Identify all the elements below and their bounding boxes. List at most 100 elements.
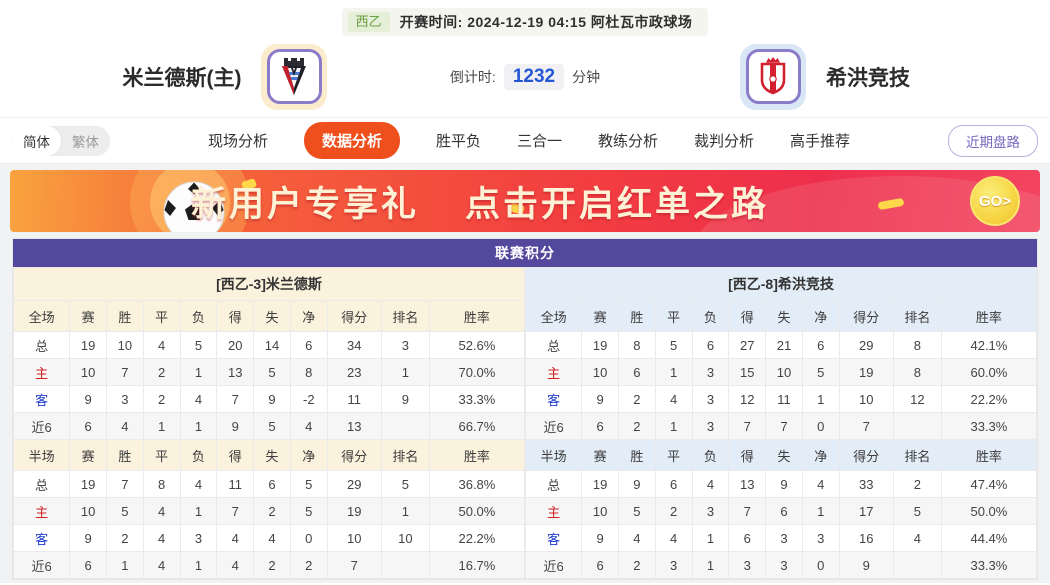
stat-cell: 4	[617, 524, 656, 552]
stat-cell: 10	[69, 497, 107, 525]
home-team-name: 米兰德斯(主)	[122, 66, 242, 90]
team-section-header: [西乙-3]米兰德斯	[13, 267, 525, 301]
stat-cell: 66.7%	[428, 412, 526, 440]
stat-cell: 1	[380, 358, 430, 386]
column-header: 净	[801, 439, 840, 471]
lang-simplified-button[interactable]: 简体	[12, 125, 61, 156]
stat-cell: 29	[838, 331, 894, 359]
stat-cell: 5	[179, 331, 218, 359]
table-row: 近6 6 1 4 1 4 2 2 7 16.7%	[12, 551, 526, 579]
stat-cell: 42.1%	[940, 331, 1038, 359]
column-header: 负	[691, 439, 730, 471]
stat-cell	[380, 412, 430, 440]
stat-cell: 4	[142, 331, 181, 359]
kickoff-bar-row: 西乙 开赛时间: 2024-12-19 04:15 阿杜瓦市政球场	[0, 0, 1050, 36]
stat-cell: 1	[691, 524, 730, 552]
column-header: 得	[728, 439, 767, 471]
table-row: 近6 6 2 3 1 3 3 0 9 33.3%	[524, 551, 1038, 579]
column-header: 胜率	[428, 439, 526, 471]
stat-cell: 6	[289, 331, 328, 359]
column-header: 得分	[838, 439, 894, 471]
stat-cell: 4	[253, 524, 291, 552]
stat-cell: 4	[179, 385, 218, 413]
stat-cell: 3	[179, 524, 218, 552]
stat-cell: 11	[216, 470, 255, 498]
stat-cell: 20	[216, 331, 255, 359]
content-area: 新用户专享礼 点击开启红单之路 GO> 联赛积分 [西乙-3]米兰德斯 全场赛胜平…	[0, 164, 1050, 583]
column-header: 得	[216, 439, 255, 471]
stat-cell: 3	[654, 551, 693, 579]
tab-5[interactable]: 教练分析	[598, 133, 659, 150]
home-crest-icon	[266, 49, 322, 104]
stat-cell: 9	[216, 412, 255, 440]
column-header: 排名	[380, 300, 430, 332]
stat-cell: 6	[801, 331, 840, 359]
stat-cell: 1	[654, 412, 693, 440]
column-header: 得分	[326, 300, 382, 332]
stat-cell	[892, 551, 942, 579]
stat-cell: 3	[380, 331, 430, 359]
stat-cell: 10	[69, 358, 107, 386]
column-header: 负	[691, 300, 730, 332]
column-header-row: 全场赛胜平负得失净得分 排名 胜率	[524, 300, 1038, 332]
stat-cell: 9	[581, 524, 619, 552]
lang-traditional-button[interactable]: 繁体	[72, 134, 99, 150]
stat-cell: 22.2%	[940, 385, 1038, 413]
stat-cell: 6	[581, 412, 619, 440]
stat-cell: 2	[142, 385, 181, 413]
column-header: 半场	[12, 439, 71, 471]
stat-cell: 7	[728, 412, 767, 440]
recent-odds-button[interactable]: 近期盘路	[948, 124, 1038, 157]
stat-cell: 6	[691, 331, 730, 359]
tab-1[interactable]: 现场分析	[207, 133, 268, 150]
stat-cell: 7	[728, 497, 767, 525]
stat-cell: 6	[69, 551, 107, 579]
tab-7[interactable]: 高手推荐	[790, 133, 851, 150]
row-label: 近6	[12, 551, 71, 579]
row-label: 客	[12, 524, 71, 552]
stat-cell: 2	[892, 470, 942, 498]
stat-cell: 4	[179, 470, 218, 498]
stat-cell: 1	[142, 412, 181, 440]
column-header-row: 半场赛胜平负得失净得分 排名 胜率	[12, 439, 526, 471]
stat-cell: 6	[617, 358, 656, 386]
stat-cell: 6	[581, 551, 619, 579]
stat-cell: 16	[838, 524, 894, 552]
stat-cell: 9	[765, 470, 803, 498]
stat-cell: 52.6%	[428, 331, 526, 359]
table-row: 总 19 8 5 6 27 21 6 29 8 42.1%	[524, 331, 1038, 359]
tab-2[interactable]: 数据分析	[303, 122, 400, 159]
column-header: 负	[179, 300, 218, 332]
stat-cell: 1	[801, 497, 840, 525]
league-badge: 西乙	[347, 12, 390, 32]
stat-cell: 7	[105, 358, 144, 386]
tab-6[interactable]: 裁判分析	[694, 133, 755, 150]
stat-cell: 17	[838, 497, 894, 525]
stat-cell: 3	[691, 412, 730, 440]
stat-cell: 10	[326, 524, 382, 552]
stat-cell: 1	[801, 385, 840, 413]
promo-banner[interactable]: 新用户专享礼 点击开启红单之路 GO>	[10, 170, 1040, 232]
column-header: 净	[289, 300, 328, 332]
stat-cell: 70.0%	[428, 358, 526, 386]
banner-text-right: 点击开启红单之路	[465, 184, 770, 224]
stat-cell: 22.2%	[428, 524, 526, 552]
stat-cell: 19	[838, 358, 894, 386]
go-button[interactable]: GO>	[970, 176, 1020, 226]
language-toggle: 简体 繁体	[12, 125, 110, 156]
match-header: 米兰德斯(主) 倒计时: 1232 分钟	[0, 36, 1050, 118]
stat-cell: 6	[69, 412, 107, 440]
tab-4[interactable]: 三合一	[516, 133, 562, 150]
stat-cell: 4	[801, 470, 840, 498]
tab-3[interactable]: 胜平负	[435, 133, 481, 150]
stat-cell: 3	[765, 551, 803, 579]
stat-cell: 2	[105, 524, 144, 552]
stat-cell: 13	[326, 412, 382, 440]
stat-cell: 7	[105, 470, 144, 498]
stat-cell: 8	[289, 358, 328, 386]
stat-cell: 60.0%	[940, 358, 1038, 386]
column-header: 排名	[892, 300, 942, 332]
row-label: 总	[524, 470, 583, 498]
column-header: 失	[253, 300, 291, 332]
table-row: 主 10 7 2 1 13 5 8 23 1 70.0%	[12, 358, 526, 386]
